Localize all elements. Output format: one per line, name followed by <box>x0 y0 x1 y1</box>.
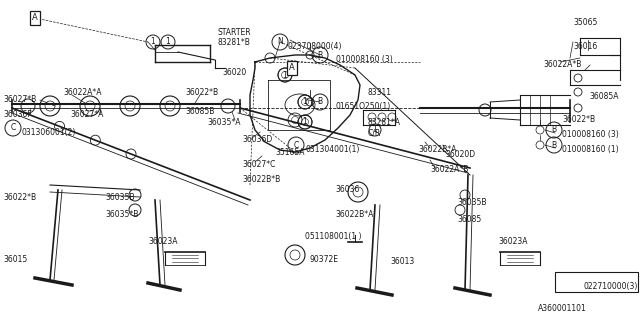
Text: 010008160 (3): 010008160 (3) <box>336 55 393 64</box>
Text: 36022B*A: 36022B*A <box>335 210 373 219</box>
Text: 36020D: 36020D <box>445 150 475 159</box>
FancyBboxPatch shape <box>555 272 638 292</box>
Text: 36023A: 36023A <box>148 237 177 246</box>
Text: 36036F: 36036F <box>3 110 32 119</box>
Text: 031306001(2): 031306001(2) <box>22 128 76 137</box>
Text: 1: 1 <box>283 70 287 79</box>
Text: 1: 1 <box>303 117 307 126</box>
Text: 36036: 36036 <box>335 185 360 194</box>
Text: A360001101: A360001101 <box>538 304 587 313</box>
Text: A: A <box>32 13 38 22</box>
Text: 36035B: 36035B <box>105 193 134 202</box>
Text: 022710000(3): 022710000(3) <box>584 282 638 291</box>
Text: 01651O250(1): 01651O250(1) <box>336 102 391 111</box>
Text: 36020: 36020 <box>222 68 246 77</box>
Text: 010008160 (3): 010008160 (3) <box>562 130 619 139</box>
Text: 36022A*B: 36022A*B <box>430 165 468 174</box>
Text: 90372E: 90372E <box>310 255 339 264</box>
Text: STARTER
83281*B: STARTER 83281*B <box>218 28 252 47</box>
Text: 36022B*A: 36022B*A <box>418 145 456 154</box>
Text: A: A <box>289 63 295 73</box>
Text: 36022A*A: 36022A*A <box>63 88 102 97</box>
Text: 031304001(1): 031304001(1) <box>305 145 360 154</box>
Text: 1: 1 <box>303 98 307 107</box>
Text: 36027*A: 36027*A <box>70 110 104 119</box>
Text: 36016: 36016 <box>573 42 597 51</box>
Text: 36013: 36013 <box>390 257 414 266</box>
Text: 36023A: 36023A <box>498 237 527 246</box>
Text: B: B <box>552 125 557 134</box>
Text: 83281*A
C/R: 83281*A C/R <box>368 118 401 137</box>
Text: 1: 1 <box>166 37 170 46</box>
Text: N: N <box>566 277 572 286</box>
Text: 010008160 (1): 010008160 (1) <box>562 145 619 154</box>
Text: 36027*B: 36027*B <box>3 95 36 104</box>
Text: C: C <box>10 124 15 132</box>
Text: 36022*B: 36022*B <box>3 193 36 202</box>
Text: 36022A*B: 36022A*B <box>543 60 581 69</box>
Text: 36085A: 36085A <box>589 92 618 101</box>
Text: 83311: 83311 <box>368 88 392 97</box>
Text: B: B <box>317 51 323 60</box>
Text: 36035*B: 36035*B <box>105 210 138 219</box>
Text: 36015: 36015 <box>3 255 28 264</box>
Text: 36085B: 36085B <box>185 107 214 116</box>
Text: 36036D: 36036D <box>242 135 272 144</box>
Text: 36027*C: 36027*C <box>242 160 275 169</box>
Text: 35165A: 35165A <box>275 148 305 157</box>
Text: 36022*B: 36022*B <box>185 88 218 97</box>
Text: C: C <box>293 140 299 149</box>
Text: 36022*B: 36022*B <box>562 115 595 124</box>
Text: 023708000(4): 023708000(4) <box>288 42 342 51</box>
Text: 36035B: 36035B <box>457 198 486 207</box>
Text: 36085: 36085 <box>457 215 481 224</box>
Text: B: B <box>552 140 557 149</box>
Text: 36022B*B: 36022B*B <box>242 175 280 184</box>
Text: N: N <box>277 37 283 46</box>
Text: 1: 1 <box>372 125 378 134</box>
Text: B: B <box>317 98 323 107</box>
Text: 36035*A: 36035*A <box>207 118 241 127</box>
Text: 1: 1 <box>150 37 156 46</box>
Text: 35065: 35065 <box>573 18 597 27</box>
Text: 051108001(1 ): 051108001(1 ) <box>305 232 362 241</box>
